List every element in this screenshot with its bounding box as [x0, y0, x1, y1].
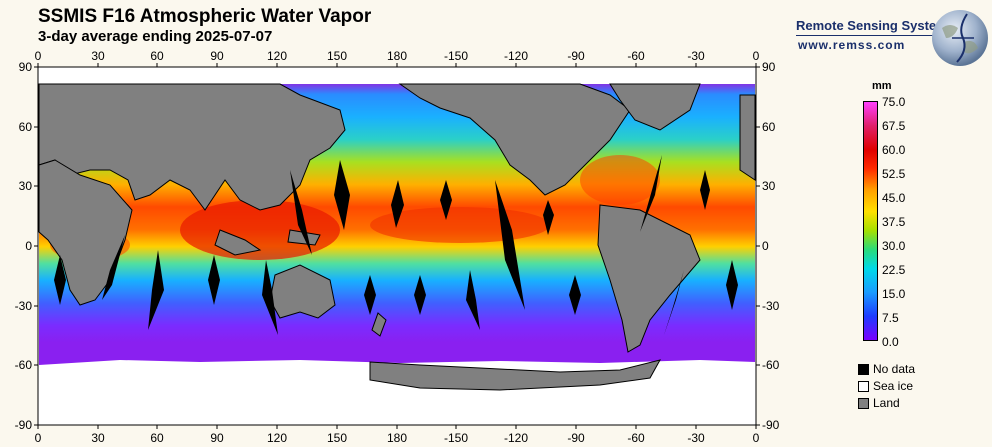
colorbar: [863, 101, 878, 341]
colorbar-label: 45.0: [882, 191, 906, 205]
lat-label: -60: [762, 358, 780, 372]
lon-label: 150: [327, 431, 347, 445]
lon-label: -150: [444, 431, 468, 445]
lat-label: -30: [762, 299, 780, 313]
lon-label: 60: [150, 431, 164, 445]
lon-label: -30: [687, 49, 705, 63]
lon-label: -60: [627, 431, 645, 445]
lon-label: -120: [504, 431, 528, 445]
colorbar-label: 15.0: [882, 287, 906, 301]
colorbar-unit: mm: [872, 80, 892, 92]
lon-label: -120: [504, 49, 528, 63]
lon-label: 30: [91, 431, 105, 445]
lat-label: 0: [762, 239, 769, 253]
lon-label: 120: [267, 431, 287, 445]
lon-label: 120: [267, 49, 287, 63]
lat-labels-right: 90 60 30 0 -30 -60 -90: [762, 60, 780, 432]
lon-label: -90: [567, 49, 585, 63]
legend-swatch: [858, 364, 869, 375]
lat-label: -90: [762, 418, 780, 432]
lat-label: 60: [762, 120, 776, 134]
colorbar-label: 67.5: [882, 119, 906, 133]
lon-label: 90: [210, 431, 224, 445]
lon-label: -150: [444, 49, 468, 63]
lon-label: 0: [35, 49, 42, 63]
legend-label: Sea ice: [873, 379, 914, 393]
lon-label: -90: [567, 431, 585, 445]
lon-labels-top: 0 30 60 90 120 150 180 -150 -120 -90 -60…: [35, 49, 760, 63]
legend-item-no-data: No data: [858, 363, 915, 376]
lat-label: 60: [19, 120, 33, 134]
lon-label: 60: [150, 49, 164, 63]
brand-url[interactable]: www.remss.com: [798, 38, 906, 52]
lat-label: 90: [19, 60, 33, 74]
colorbar-label: 75.0: [882, 95, 906, 109]
lat-label: 90: [762, 60, 776, 74]
lon-label: 180: [387, 49, 407, 63]
lat-label: 30: [762, 179, 776, 193]
land-masses: [38, 83, 756, 391]
colorbar-label: 30.0: [882, 239, 906, 253]
legend-swatch: [858, 398, 869, 409]
brand-name: Remote Sensing Systems: [796, 18, 955, 33]
legend-item-sea-ice: Sea ice: [858, 380, 913, 393]
map-title: SSMIS F16 Atmospheric Water Vapor: [38, 6, 372, 27]
lon-label: 0: [753, 431, 760, 445]
map-tick-marks: [34, 63, 760, 429]
legend-label: Land: [873, 396, 900, 410]
lat-label: -60: [15, 358, 33, 372]
lon-label: -60: [627, 49, 645, 63]
lon-labels-bottom: 0 30 60 90 120 150 180 -150 -120 -90 -60…: [35, 431, 760, 445]
legend-label: No data: [873, 362, 916, 376]
colorbar-label: 37.5: [882, 215, 906, 229]
lon-label: 0: [753, 49, 760, 63]
lat-label: -30: [15, 299, 33, 313]
colorbar-label: 60.0: [882, 143, 906, 157]
brand-divider: [796, 35, 946, 36]
lon-label: -30: [687, 431, 705, 445]
colorbar-label: 7.5: [882, 311, 899, 325]
globe-icon: [932, 10, 988, 66]
lat-labels-left: 90 60 30 0 -30 -60 -90: [15, 60, 33, 432]
lon-label: 30: [91, 49, 105, 63]
colorbar-label: 22.5: [882, 263, 906, 277]
lat-label: -90: [15, 418, 33, 432]
legend-item-land: Land: [858, 397, 900, 410]
colorbar-label: 52.5: [882, 167, 906, 181]
colorbar-label: 0.0: [882, 335, 899, 349]
legend-swatch: [858, 381, 869, 392]
lat-label: 30: [19, 179, 33, 193]
lon-label: 0: [35, 431, 42, 445]
lon-label: 180: [387, 431, 407, 445]
lon-label: 90: [210, 49, 224, 63]
lat-label: 0: [25, 239, 32, 253]
lon-label: 150: [327, 49, 347, 63]
no-data-gaps: [54, 155, 738, 335]
map-subtitle: 3-day average ending 2025-07-07: [38, 28, 273, 45]
